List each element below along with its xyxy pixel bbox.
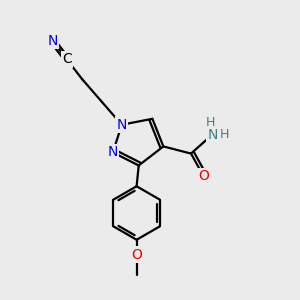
Text: H: H	[220, 128, 230, 141]
Text: O: O	[198, 169, 209, 183]
Text: N: N	[47, 34, 58, 48]
Text: N: N	[108, 146, 118, 159]
Text: O: O	[131, 248, 142, 262]
Text: C: C	[62, 52, 72, 66]
Text: N: N	[117, 118, 127, 132]
Text: N: N	[207, 128, 218, 142]
Text: H: H	[206, 116, 216, 129]
